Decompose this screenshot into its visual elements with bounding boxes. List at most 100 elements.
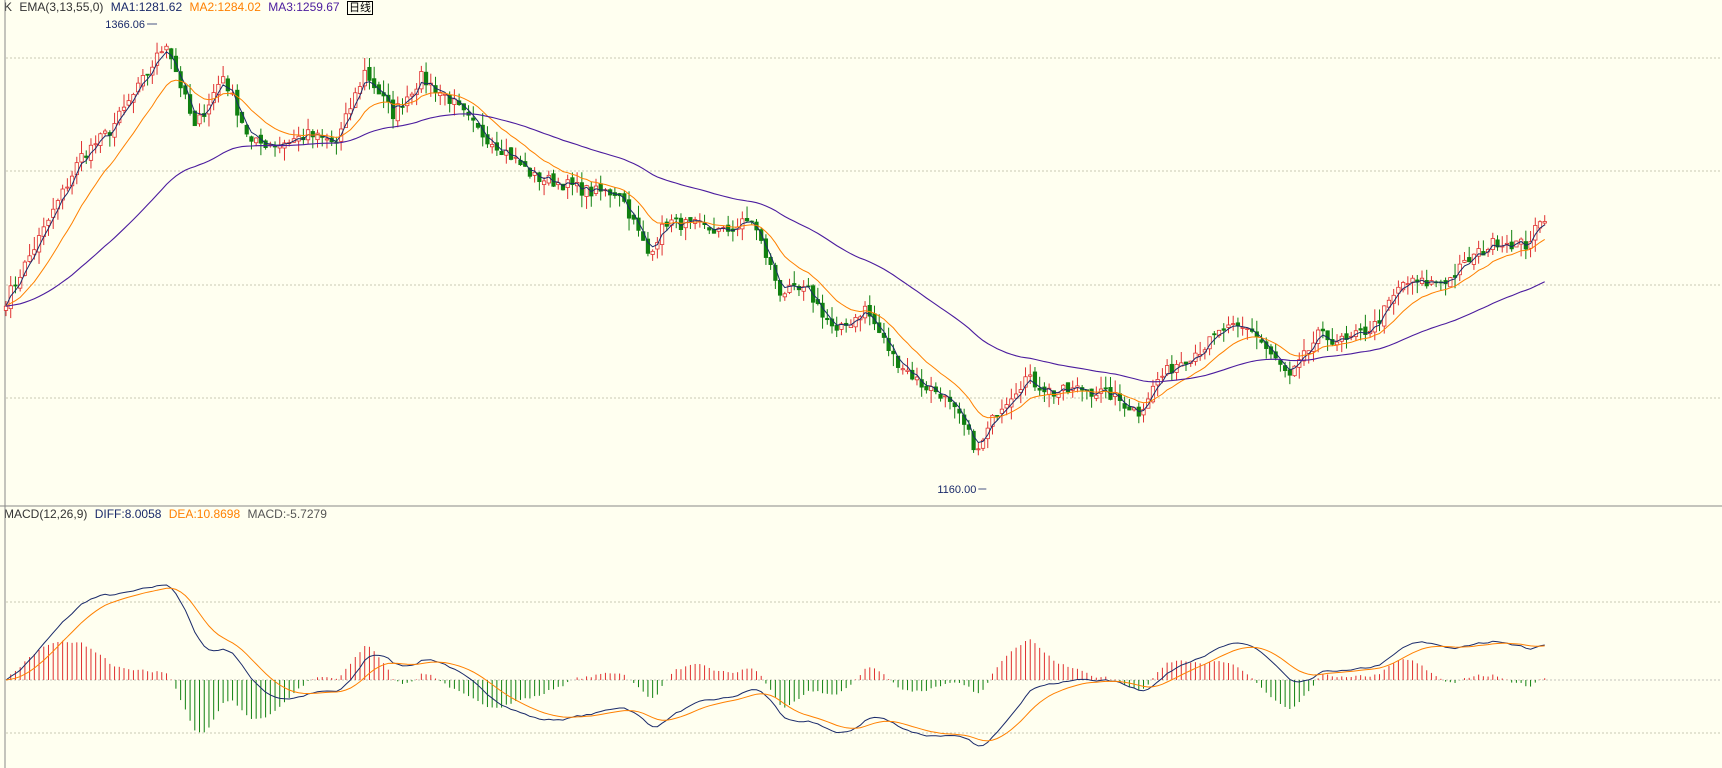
candle-body [924, 385, 929, 391]
candle-body [117, 110, 122, 124]
candle-body [1056, 392, 1061, 398]
candle-body [1032, 371, 1038, 388]
candle-body [1127, 406, 1132, 411]
candle-body [1103, 387, 1108, 390]
candle-body [1462, 259, 1467, 263]
ma2-value: MA2:1284.02 [189, 0, 261, 14]
candle-body [971, 430, 976, 451]
candle-body [1509, 241, 1514, 250]
candle-body [862, 305, 868, 319]
candle-body [664, 221, 669, 227]
candle-body [343, 113, 348, 128]
candle-body [150, 66, 155, 76]
candle-body [103, 130, 108, 134]
candle-body [962, 414, 967, 425]
macd-label: MACD(12,26,9) [4, 507, 88, 521]
candle-body [46, 219, 51, 226]
candle-body [655, 242, 660, 250]
candle-body [1240, 327, 1245, 329]
candle-body [980, 439, 986, 449]
candle-body [353, 92, 358, 108]
candle-body [27, 255, 32, 262]
candle-body [1363, 326, 1368, 335]
candle-body [310, 131, 315, 138]
candle-body [1311, 342, 1316, 352]
candle-body [8, 285, 13, 310]
k-label: K [4, 0, 13, 14]
candle-body [1061, 384, 1066, 391]
candle-body [178, 71, 183, 89]
candle-body [650, 250, 655, 255]
candle-body [1334, 341, 1340, 346]
candle-body [79, 153, 84, 163]
candle-body [414, 88, 419, 96]
candle-body [999, 408, 1005, 414]
candle-body [759, 229, 764, 241]
candle-body [801, 286, 806, 292]
candle-body [263, 140, 268, 148]
candle-body [447, 94, 452, 104]
candle-body [1023, 376, 1028, 388]
diff-line [5, 584, 1545, 747]
candle-body [1013, 393, 1019, 399]
candle-body [626, 199, 632, 219]
candle-body [1490, 238, 1495, 250]
candle-body [1212, 333, 1217, 336]
candle-body [1287, 369, 1292, 376]
candle-body [1320, 328, 1325, 332]
candle-body [1495, 239, 1500, 248]
candle-body [1330, 339, 1335, 345]
candle-body [1094, 394, 1099, 399]
candle-body [905, 369, 910, 372]
candle-body [164, 45, 169, 51]
candle-body [985, 427, 990, 440]
candle-body [570, 177, 575, 186]
candle-body [315, 132, 320, 141]
candle-body [1278, 360, 1283, 365]
high-price-label: 1366.06 [105, 19, 145, 31]
candle-body [919, 379, 924, 388]
ma1-line [5, 51, 1545, 444]
dea-line [5, 587, 1545, 742]
candle-body [409, 93, 415, 97]
candle-body [575, 182, 580, 187]
dea-value: DEA:10.8698 [168, 507, 241, 521]
candle-body [976, 448, 981, 451]
candle-body [254, 137, 259, 144]
candle-body [895, 355, 901, 368]
candle-body [1542, 221, 1547, 224]
candle-body [674, 217, 679, 220]
diff-value: DIFF:8.0058 [94, 507, 162, 521]
ma2-line [5, 79, 1545, 419]
candle-body [910, 369, 915, 380]
period-tag[interactable]: 日线 [346, 1, 373, 15]
macd-header: MACD(12,26,9) DIFF:8.0058 DEA:10.8698 MA… [4, 507, 331, 521]
candle-body [22, 261, 27, 276]
candle-body [914, 376, 920, 381]
candle-body [1231, 323, 1236, 325]
candle-body [1226, 324, 1231, 328]
candle-body [1528, 241, 1533, 249]
low-price-label: 1160.00 [937, 484, 976, 496]
candle-body [782, 293, 787, 298]
candle-body [1292, 365, 1297, 377]
candle-body [1235, 322, 1241, 327]
candle-body [1259, 339, 1264, 343]
candle-body [693, 219, 698, 224]
candle-body [1165, 365, 1170, 375]
candle-body [744, 218, 750, 222]
candle-body [938, 393, 943, 399]
candle-body [84, 155, 89, 158]
candle-body [197, 114, 202, 125]
candle-body [3, 305, 9, 311]
candle-body [1396, 286, 1401, 294]
ma1-value: MA1:1281.62 [110, 0, 183, 14]
candle-body [154, 52, 160, 66]
candle-body [1028, 374, 1033, 377]
candle-body [541, 180, 547, 185]
candle-body [244, 124, 249, 135]
candle-body [1065, 382, 1071, 393]
candle-body [1467, 257, 1472, 263]
candle-body [839, 323, 844, 330]
